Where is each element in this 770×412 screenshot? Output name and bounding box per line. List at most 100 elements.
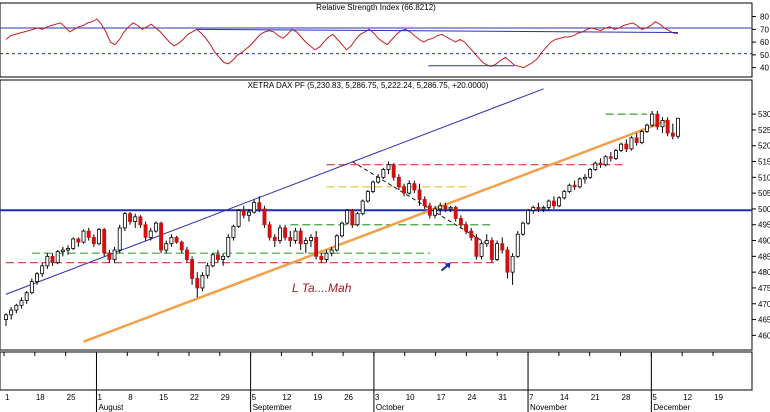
price-frame — [0, 79, 753, 351]
candle-body — [469, 230, 474, 238]
candle-body — [319, 255, 324, 260]
rsi-y-axis: 80 70 60 50 40 — [752, 13, 769, 73]
candle-body — [91, 236, 96, 245]
annotation-text: L Ta....Mah — [292, 281, 352, 295]
candle-body — [164, 243, 169, 251]
candle-body — [350, 210, 355, 226]
candle-body — [221, 255, 226, 260]
rsi-tick-label: 80 — [760, 13, 769, 22]
price-tick-label: 5050 — [758, 189, 770, 198]
price-tick-label: 4800 — [758, 268, 770, 277]
candle-body — [645, 124, 649, 132]
x-tick-label: 12 — [683, 393, 692, 402]
price-title: XETRA DAX PF (5,230.83, 5,286.75, 5,222.… — [248, 81, 489, 90]
candle-body — [148, 230, 153, 238]
x-tick-label: 31 — [498, 393, 507, 402]
candle-body — [381, 169, 386, 178]
x-tick-label: 19 — [714, 393, 723, 402]
candle-body — [97, 229, 101, 245]
candle-body — [128, 213, 133, 222]
candle-body — [71, 238, 76, 249]
x-tick-label: 3 — [375, 393, 380, 402]
candle-body — [133, 216, 138, 222]
candle-body — [252, 202, 257, 213]
price-tick-label: 4750 — [758, 284, 770, 293]
candle-body — [464, 224, 469, 232]
price-tick-label: 5200 — [758, 142, 770, 151]
candle-body — [334, 235, 339, 251]
candle-body — [112, 249, 117, 260]
candle-body — [247, 211, 251, 216]
candle-body — [9, 309, 14, 316]
candle-body — [665, 120, 670, 134]
candle-body — [107, 252, 112, 260]
candle-body — [624, 143, 629, 150]
candle-body — [215, 254, 220, 260]
candle-body — [122, 213, 127, 229]
candle-body — [577, 178, 582, 188]
candle-body — [138, 216, 143, 226]
candle-body — [184, 249, 189, 260]
candle-body — [417, 189, 422, 200]
blue-channel-top — [5, 88, 544, 295]
rsi-trendline-resistance — [196, 28, 679, 34]
candle-body — [159, 222, 164, 251]
candle-body — [639, 131, 644, 143]
candle-body — [536, 206, 541, 210]
price-tick-label: 5250 — [758, 126, 770, 135]
x-tick-label: 24 — [467, 393, 476, 402]
candle-body — [562, 191, 567, 199]
rsi-tick-label: 70 — [760, 25, 769, 34]
x-tick-label: 21 — [591, 393, 600, 402]
candle-body — [541, 206, 546, 210]
x-tick-label: 8 — [128, 393, 133, 402]
candle-body — [205, 265, 210, 276]
candle-body — [474, 236, 479, 257]
candle-body — [371, 181, 375, 192]
candle-body — [433, 208, 437, 216]
candle-body — [45, 255, 50, 267]
candle-body — [298, 230, 303, 245]
candle-body — [117, 227, 122, 251]
candle-body — [453, 206, 458, 219]
candle-body — [153, 222, 158, 232]
price-tick-label: 4700 — [758, 300, 770, 309]
candle-body — [76, 238, 81, 243]
candle-body — [402, 186, 406, 194]
x-tick-labels: 1 18 25 1 8 15 22 29 5 12 19 26 3 10 17 24 31 7 14 21 28 5 12 1… — [3, 352, 723, 402]
price-tick-label: 5150 — [758, 158, 770, 167]
candle-body — [81, 230, 86, 243]
candle-body — [236, 210, 241, 227]
candle-body — [391, 164, 396, 178]
rsi-tick-label: 50 — [760, 51, 769, 60]
price-tick-label: 4600 — [758, 331, 770, 340]
x-tick-label: 22 — [190, 393, 199, 402]
x-tick-label: 25 — [67, 393, 76, 402]
candle-body — [40, 265, 45, 275]
candle-body — [278, 227, 282, 241]
rsi-panel: Relative Strength Index (66.8212) 80 70 60… — [0, 2, 769, 78]
candle-body — [443, 205, 448, 210]
candle-body — [427, 205, 432, 216]
candle-body — [583, 176, 587, 180]
month-label: August — [98, 403, 124, 412]
candle-body — [355, 213, 360, 226]
candle-body — [448, 206, 453, 210]
candle-body — [190, 259, 195, 279]
black-downtrend — [352, 161, 503, 254]
candle-body — [345, 210, 350, 224]
price-tick-label: 4950 — [758, 221, 770, 230]
candle-body — [35, 273, 39, 283]
candle-body — [670, 132, 675, 137]
month-label: October — [376, 403, 405, 412]
candle-body — [438, 205, 443, 210]
rsi-tick-label: 40 — [760, 64, 769, 73]
x-tick-label: 18 — [36, 393, 45, 402]
candle-body — [55, 251, 60, 264]
candle-body — [629, 137, 634, 150]
orange-uptrend — [83, 119, 669, 343]
candle-body — [412, 183, 417, 191]
candle-body — [267, 224, 272, 238]
candle-body — [520, 222, 525, 235]
